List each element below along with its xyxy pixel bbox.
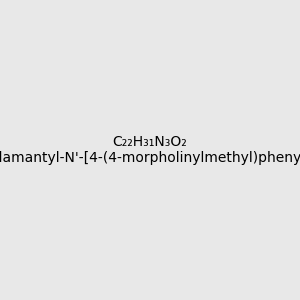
Text: C₂₂H₃₁N₃O₂
N-1-adamantyl-N'-[4-(4-morpholinylmethyl)phenyl]urea: C₂₂H₃₁N₃O₂ N-1-adamantyl-N'-[4-(4-morpho… bbox=[0, 135, 300, 165]
